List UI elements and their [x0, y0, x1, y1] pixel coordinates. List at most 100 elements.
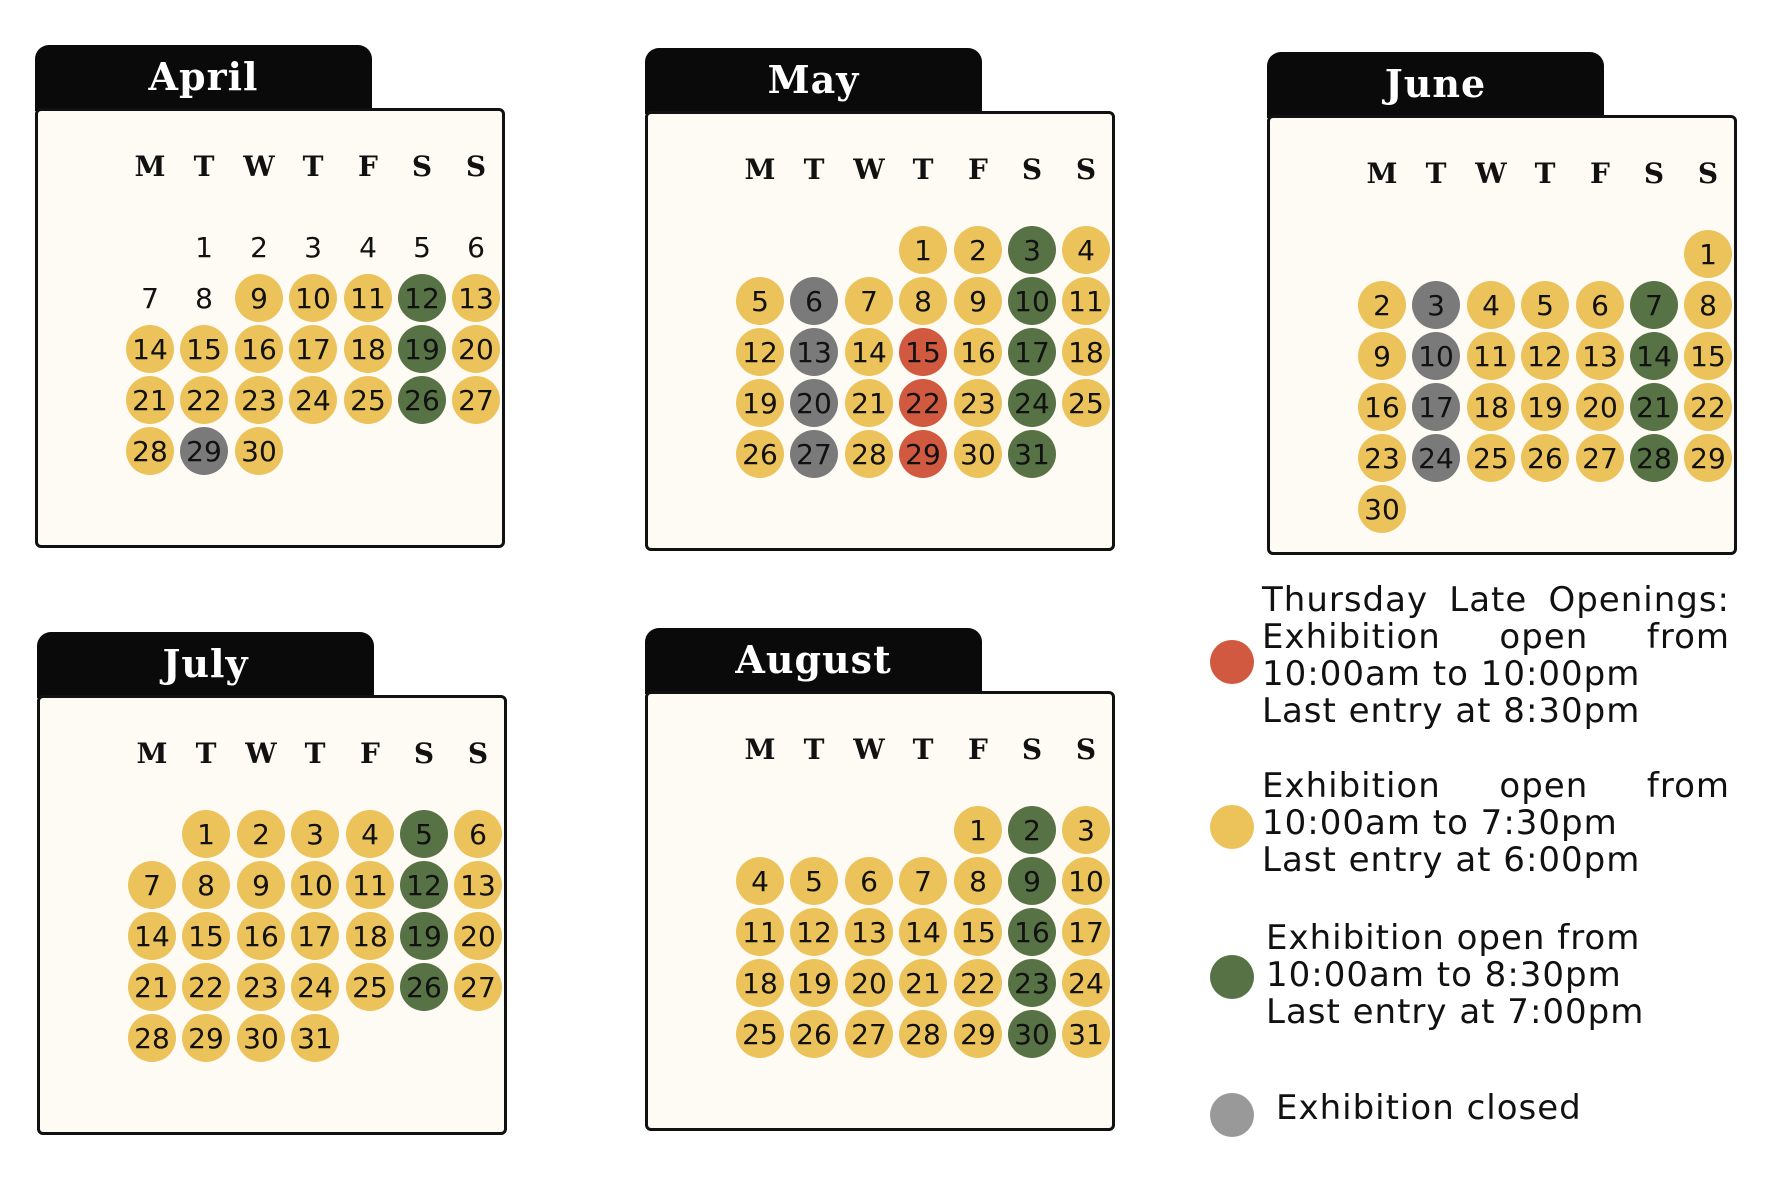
weekday-header: T — [1534, 157, 1556, 190]
day-cell: 8 — [182, 861, 230, 909]
weekday-header: T — [803, 153, 825, 186]
weekday-header: W — [245, 737, 277, 770]
day-cell: 19 — [398, 325, 446, 373]
day-cell: 22 — [182, 963, 230, 1011]
day-cell: 22 — [954, 959, 1002, 1007]
day-cell: 24 — [1062, 959, 1110, 1007]
day-cell: 24 — [1412, 434, 1460, 482]
day-cell: 14 — [128, 912, 176, 960]
day-cell: 22 — [180, 376, 228, 424]
day-cell: 21 — [845, 379, 893, 427]
day-cell: 17 — [1062, 908, 1110, 956]
day-cell: 4 — [346, 810, 394, 858]
day-cell: 13 — [1576, 332, 1624, 380]
open-dot — [1210, 805, 1254, 849]
day-cell: 9 — [237, 861, 285, 909]
month-title: April — [35, 45, 372, 111]
day-cell: 25 — [1467, 434, 1515, 482]
weekday-header: M — [744, 153, 776, 186]
day-cell: 17 — [1412, 383, 1460, 431]
day-cell: 1 — [195, 230, 213, 264]
month-card: M T W T F S S 1 2 3 4 5 6 7 8 9 10 11 12 13 14 15 16 17 18 19 20 21… — [35, 108, 505, 548]
day-cell: 29 — [954, 1010, 1002, 1058]
day-cell: 3 — [291, 810, 339, 858]
day-cell: 30 — [235, 427, 283, 475]
day-cell: 6 — [467, 230, 485, 264]
day-cell: 12 — [400, 861, 448, 909]
day-cell: 5 — [1521, 281, 1569, 329]
day-cell: 23 — [954, 379, 1002, 427]
day-cell: 5 — [413, 230, 431, 264]
day-cell: 25 — [736, 1010, 784, 1058]
day-cell: 21 — [126, 376, 174, 424]
weekday-header: F — [1590, 157, 1610, 190]
day-cell: 26 — [398, 376, 446, 424]
weekday-header: M — [1366, 157, 1398, 190]
day-cell: 14 — [1630, 332, 1678, 380]
day-cell: 28 — [845, 430, 893, 478]
day-cell: 26 — [790, 1010, 838, 1058]
day-cell: 21 — [899, 959, 947, 1007]
weekday-header: W — [243, 150, 275, 183]
closed-dot — [1210, 1093, 1254, 1137]
day-cell: 25 — [344, 376, 392, 424]
day-cell: 11 — [344, 274, 392, 322]
day-cell: 6 — [1576, 281, 1624, 329]
month-card: M T W T F S S 1 2 3 4 5 6 7 8 9 10 11 12 13 14 15 16 17 18 19 20 21… — [37, 695, 507, 1135]
open-legend-line2: 10:00am to 7:30pm — [1262, 803, 1618, 843]
day-cell: 9 — [235, 274, 283, 322]
day-cell: 29 — [182, 1014, 230, 1062]
day-cell: 19 — [400, 912, 448, 960]
day-cell: 13 — [454, 861, 502, 909]
open-legend: Exhibition open from 10:00am to 7:30pm L… — [1262, 768, 1730, 879]
day-cell: 2 — [237, 810, 285, 858]
day-cell: 6 — [454, 810, 502, 858]
day-cell: 30 — [1008, 1010, 1056, 1058]
day-cell: 1 — [182, 810, 230, 858]
day-cell: 16 — [237, 912, 285, 960]
day-cell: 21 — [128, 963, 176, 1011]
day-cell: 30 — [237, 1014, 285, 1062]
day-cell: 12 — [736, 328, 784, 376]
day-cell: 16 — [954, 328, 1002, 376]
day-cell: 31 — [1062, 1010, 1110, 1058]
month-title: May — [645, 48, 982, 114]
day-cell: 18 — [346, 912, 394, 960]
late-legend-line1: Thursday Late Openings: — [1262, 580, 1730, 620]
weekday-header: S — [465, 150, 487, 183]
day-cell: 24 — [291, 963, 339, 1011]
day-cell: 16 — [1008, 908, 1056, 956]
month-title: June — [1267, 52, 1604, 118]
late-legend-line2: Exhibition open from — [1262, 617, 1730, 657]
day-cell: 17 — [289, 325, 337, 373]
day-cell: 26 — [400, 963, 448, 1011]
late-legend-line4: Last entry at 8:30pm — [1262, 691, 1641, 731]
day-cell: 19 — [790, 959, 838, 1007]
day-cell: 31 — [1008, 430, 1056, 478]
day-cell: 8 — [1684, 281, 1732, 329]
weekday-header: S — [1643, 157, 1665, 190]
day-cell: 9 — [1358, 332, 1406, 380]
day-cell: 15 — [954, 908, 1002, 956]
day-cell: 10 — [289, 274, 337, 322]
weekend-open-legend: Exhibition open from 10:00am to 8:30pm L… — [1266, 920, 1644, 1031]
day-cell: 20 — [790, 379, 838, 427]
day-cell: 20 — [1576, 383, 1624, 431]
weekday-header: S — [1075, 733, 1097, 766]
day-cell: 23 — [1008, 959, 1056, 1007]
day-cell: 4 — [359, 230, 377, 264]
weekday-header: M — [136, 737, 168, 770]
late-opening-legend: Thursday Late Openings: Exhibition open … — [1262, 582, 1730, 730]
day-cell: 28 — [1630, 434, 1678, 482]
open-legend-line3: Last entry at 6:00pm — [1262, 840, 1641, 880]
month-card: M T W T F S S 1 2 3 4 5 6 7 8 9 10 11 12 13 14 15 16 17 18 19 20 21… — [1267, 115, 1737, 555]
day-cell: 5 — [790, 857, 838, 905]
day-cell: 2 — [250, 230, 268, 264]
day-cell: 7 — [141, 281, 159, 315]
day-cell: 6 — [845, 857, 893, 905]
day-cell: 27 — [1576, 434, 1624, 482]
weekend-legend-line2: 10:00am to 8:30pm — [1266, 955, 1622, 995]
day-cell: 13 — [790, 328, 838, 376]
day-cell: 15 — [899, 328, 947, 376]
day-cell: 10 — [1008, 277, 1056, 325]
